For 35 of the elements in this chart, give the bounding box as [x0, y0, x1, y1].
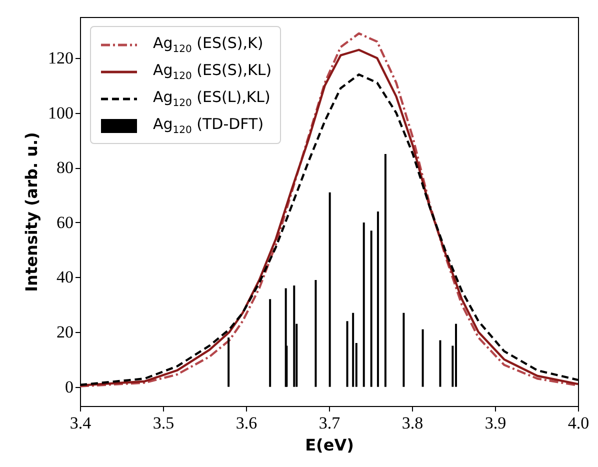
y-tick-label: 20 [56, 322, 74, 342]
bar [228, 338, 230, 387]
x-tick-label: 3.9 [484, 414, 506, 432]
y-tick-label: 40 [56, 268, 74, 287]
bar [269, 299, 272, 387]
bar [362, 222, 365, 387]
x-axis-title: E(eV) [305, 436, 354, 454]
bar [346, 321, 348, 387]
bar [370, 230, 372, 387]
legend-label: Ag$_{120}$ (TD-DFT) [153, 115, 264, 136]
x-tick-label: 4.0 [568, 414, 590, 432]
legend-label: Ag$_{120}$ (ES(S),K) [153, 34, 264, 55]
y-tick-label: 120 [48, 48, 74, 68]
bar [293, 285, 296, 387]
bar [376, 212, 379, 387]
bar [314, 280, 317, 387]
legend-label: Ag$_{120}$ (ES(S),KL) [153, 61, 272, 82]
bar [328, 192, 331, 387]
bar [439, 340, 442, 387]
bar [352, 312, 354, 387]
bar [422, 329, 424, 387]
x-tick-label: 3.5 [152, 414, 174, 432]
x-tick-label: 3.4 [70, 414, 92, 432]
y-tick-label: 100 [48, 103, 74, 122]
bar [384, 154, 386, 387]
y-tick-label: 0 [65, 377, 74, 396]
x-tick-label: 3.8 [402, 414, 424, 432]
y-axis-title: Intensity (arb. u.) [22, 132, 41, 292]
y-tick-label: 80 [56, 158, 74, 178]
x-tick-label: 3.7 [318, 414, 341, 432]
legend-label: Ag$_{120}$ (ES(L),KL) [153, 88, 270, 109]
bar [402, 312, 405, 387]
bar [454, 324, 457, 387]
x-tick-label: 3.6 [236, 414, 258, 432]
y-tick-label: 60 [56, 212, 74, 232]
